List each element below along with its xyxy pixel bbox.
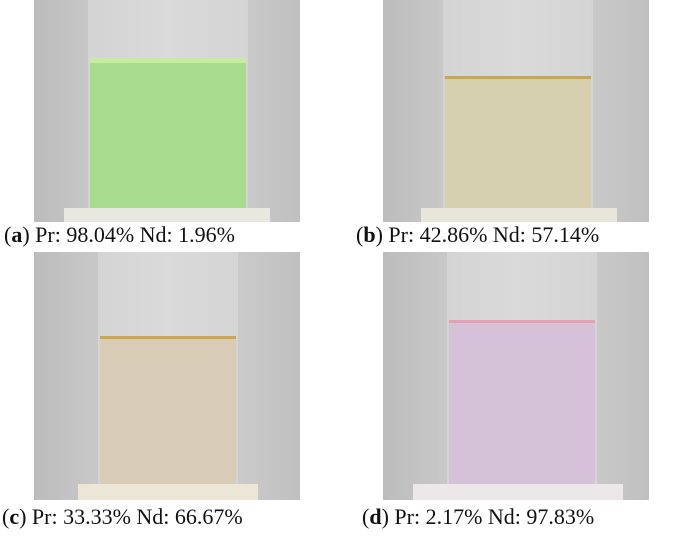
caption: (b) Pr: 42.86% Nd: 57.14% [356, 222, 599, 248]
caption-label: c [9, 504, 19, 529]
caption-label: a [11, 222, 22, 247]
caption-text: ) Pr: 42.86% Nd: 57.14% [376, 222, 600, 247]
photo-a [34, 0, 300, 222]
caption: (a) Pr: 98.04% Nd: 1.96% [4, 222, 235, 248]
caption-text: ) Pr: 2.17% Nd: 97.83% [382, 504, 595, 529]
caption: (d) Pr: 2.17% Nd: 97.83% [362, 504, 594, 530]
photo-b [383, 0, 649, 222]
caption-text: ) Pr: 98.04% Nd: 1.96% [22, 222, 235, 247]
caption-label: d [369, 504, 381, 529]
photo-d [383, 252, 649, 500]
photo-c [34, 252, 300, 500]
caption: (c) Pr: 33.33% Nd: 66.67% [2, 504, 243, 530]
caption-text: ) Pr: 33.33% Nd: 66.67% [19, 504, 243, 529]
figure: (a) Pr: 98.04% Nd: 1.96% (b) Pr: 42.86% … [0, 0, 681, 538]
caption-label: b [363, 222, 375, 247]
